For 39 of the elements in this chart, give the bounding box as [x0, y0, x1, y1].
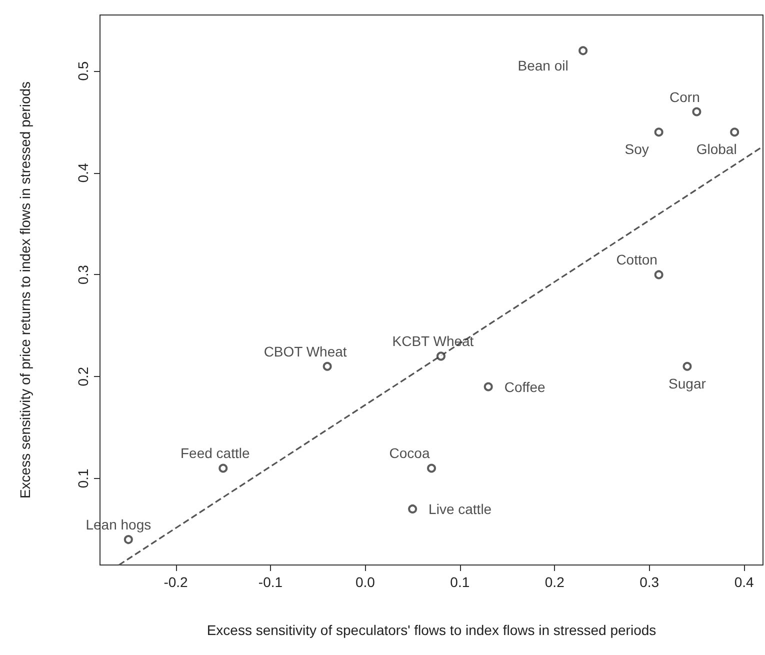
x-tick-label: 0.2: [544, 574, 565, 590]
y-tick-label: 0.2: [75, 366, 91, 386]
annotation: Cocoa: [389, 445, 430, 462]
y-tick-label: 0.1: [75, 468, 91, 488]
point: [322, 362, 332, 371]
annotation: Coffee: [504, 378, 546, 395]
x-tick-label: -0.2: [164, 574, 188, 590]
y-tick-label: 0.4: [75, 162, 91, 183]
y-axis-title: Excess sensitivity of price returns to index flows in stressed periods: [17, 81, 33, 499]
point: [730, 128, 740, 137]
point: [436, 352, 446, 361]
x-tick-label: 0.3: [640, 574, 660, 590]
point: [654, 128, 664, 137]
point: [124, 535, 133, 544]
annotation: Cotton: [616, 252, 658, 268]
x-tick-label: -0.1: [258, 574, 283, 590]
x-tick-label: 0.0: [355, 574, 376, 590]
point: [408, 504, 418, 514]
point: [484, 382, 493, 392]
annotation: Corn: [670, 88, 700, 105]
annotation: Live cattle: [428, 500, 492, 517]
annotation: Soy: [624, 141, 649, 158]
annotation: KCBT Wheat: [392, 333, 474, 350]
point: [682, 362, 692, 371]
y-tick-label: 0.5: [75, 61, 91, 81]
point: [692, 107, 702, 116]
x-tick-label: 0.1: [450, 574, 470, 590]
annotation: Sugar: [668, 375, 706, 392]
x-axis-title: Excess sensitivity of speculators' flows to index flows in stressed periods: [206, 622, 656, 638]
point: [427, 464, 436, 473]
y-tick-label: 0.3: [75, 264, 91, 284]
annotation: Global: [696, 141, 737, 158]
annotation: Feed cattle: [180, 445, 250, 462]
annotation: Bean oil: [518, 58, 568, 74]
x-tick-label: 0.4: [734, 574, 754, 590]
point: [578, 46, 588, 56]
point: [654, 270, 664, 280]
annotation: CBOT Wheat: [264, 343, 347, 360]
point: [218, 464, 228, 473]
